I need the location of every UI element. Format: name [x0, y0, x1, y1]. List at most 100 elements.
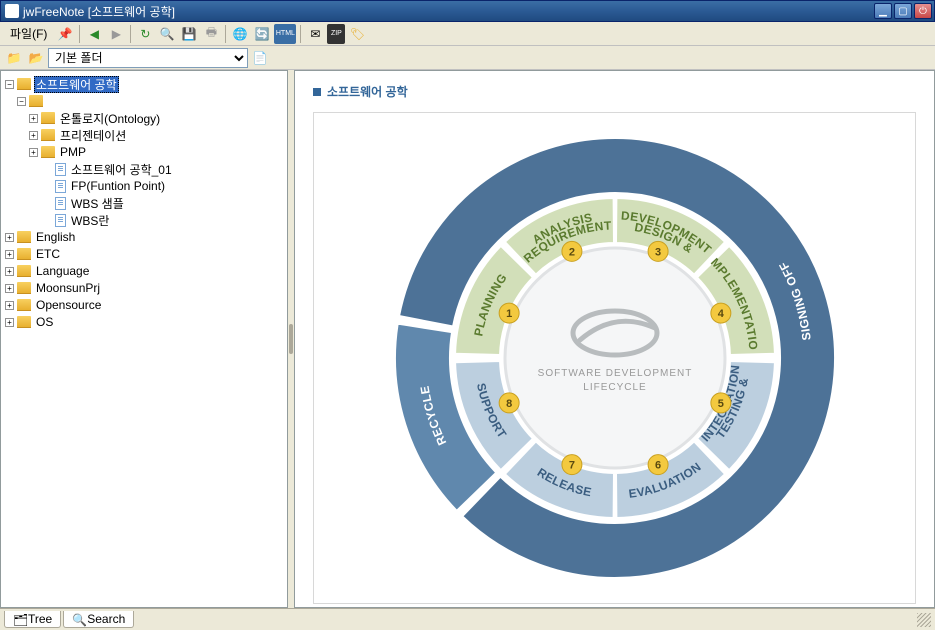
refresh-icon[interactable]: ↻ [135, 24, 155, 44]
svg-text:2: 2 [568, 246, 574, 258]
expander-icon[interactable]: + [5, 233, 14, 242]
folder-icon [17, 299, 31, 311]
document-icon [55, 163, 66, 176]
tree-label: ETC [34, 247, 62, 261]
folder-icon [29, 95, 43, 107]
tree-item[interactable]: FP(Funtion Point) [3, 178, 285, 194]
app-icon [5, 4, 19, 18]
document-icon [55, 197, 66, 210]
tree-label: FP(Funtion Point) [69, 179, 167, 193]
svg-text:3: 3 [655, 246, 661, 258]
svg-text:7: 7 [568, 460, 574, 472]
folder-list-icon[interactable]: 📂 [26, 48, 46, 68]
folder-go-icon[interactable]: 📄 [250, 48, 270, 68]
main: − 소프트웨어 공학 − + 온톨로지(Ontology) + 프리젠테이션 + PM… [0, 70, 935, 608]
tree-label: Language [34, 264, 91, 278]
expander-icon[interactable]: + [5, 318, 14, 327]
search-icon: 🔍 [72, 613, 84, 625]
pin-icon[interactable]: 📌 [55, 24, 75, 44]
expander-icon[interactable]: + [5, 250, 14, 259]
tree-item[interactable]: + 프리젠테이션 [3, 127, 285, 143]
tab-tree-label: Tree [28, 612, 52, 626]
bottombar: 🗂 Tree 🔍 Search [0, 608, 935, 630]
tree-item[interactable]: + Language [3, 263, 285, 279]
expander-icon[interactable]: + [29, 114, 38, 123]
content-title: 소프트웨어 공학 [313, 83, 916, 100]
tree-item[interactable]: 소프트웨어 공학_01 [3, 161, 285, 177]
tree-item[interactable]: WBS 샘플 [3, 195, 285, 211]
tree-item[interactable]: − [3, 93, 285, 109]
font-icon[interactable]: 🔄 [252, 24, 272, 44]
tree-root[interactable]: − 소프트웨어 공학 [3, 76, 285, 92]
tree-root-label: 소프트웨어 공학 [34, 76, 119, 93]
svg-text:LIFECYCLE: LIFECYCLE [583, 382, 646, 393]
search-icon[interactable]: 🔍 [157, 24, 177, 44]
sdlc-diagram: INITIAL PLANNINGSPEC ANALYSISDESIGN &INI… [390, 133, 840, 583]
zip-icon[interactable]: ZIP [327, 24, 345, 44]
svg-text:SOFTWARE DEVELOPMENT: SOFTWARE DEVELOPMENT [537, 368, 692, 379]
diagram-box: INITIAL PLANNINGSPEC ANALYSISDESIGN &INI… [313, 112, 916, 604]
close-button[interactable]: ⏻ [914, 3, 932, 19]
folder-icon [17, 316, 31, 328]
tree-label: English [34, 230, 77, 244]
maximize-button[interactable]: ▢ [894, 3, 912, 19]
tree-label: 소프트웨어 공학_01 [69, 161, 174, 178]
expander-icon[interactable]: + [5, 284, 14, 293]
tag-icon[interactable]: 🏷 [347, 24, 367, 44]
expander-icon[interactable]: − [17, 97, 26, 106]
title-bullet-icon [313, 88, 321, 96]
folder-tree-icon[interactable]: 📁 [4, 48, 24, 68]
window-title: jwFreeNote [소프트웨어 공학] [23, 3, 874, 20]
folder-icon [17, 248, 31, 260]
mail-icon[interactable]: ✉ [305, 24, 325, 44]
tree-item[interactable]: + English [3, 229, 285, 245]
expander-icon[interactable]: + [29, 148, 38, 157]
folder-icon [17, 265, 31, 277]
expander-icon[interactable]: + [5, 267, 14, 276]
tree-label: PMP [58, 145, 88, 159]
forward-button[interactable]: ▶ [106, 24, 126, 44]
tree-label: 온톨로지(Ontology) [58, 110, 162, 127]
tree-item[interactable]: + ETC [3, 246, 285, 262]
folder-select[interactable]: 기본 폴더 [48, 48, 248, 68]
tab-search-label: Search [87, 612, 125, 626]
svg-text:5: 5 [717, 398, 723, 410]
svg-text:6: 6 [655, 460, 661, 472]
folder-icon [41, 129, 55, 141]
expander-icon[interactable]: + [29, 131, 38, 140]
resize-grip[interactable] [917, 613, 931, 627]
folder-icon [41, 112, 55, 124]
folder-icon [41, 146, 55, 158]
html-icon[interactable]: HTML [274, 24, 296, 44]
print-icon[interactable]: 🖶 [201, 24, 221, 44]
folder-icon [17, 282, 31, 294]
document-icon [55, 214, 66, 227]
tree-item[interactable]: +OS [3, 314, 285, 330]
menu-file[interactable]: 파일(F) [4, 23, 53, 44]
folder-icon [17, 78, 31, 90]
expander-icon[interactable]: + [5, 301, 14, 310]
content-title-text: 소프트웨어 공학 [327, 83, 408, 100]
minimize-button[interactable]: ▁ [874, 3, 892, 19]
tree-item[interactable]: + Opensource [3, 297, 285, 313]
tree: − 소프트웨어 공학 − + 온톨로지(Ontology) + 프리젠테이션 + PM… [1, 71, 287, 335]
expander-icon[interactable]: − [5, 80, 14, 89]
folder-icon [17, 231, 31, 243]
tree-label: 프리젠테이션 [58, 127, 128, 144]
tab-search[interactable]: 🔍 Search [63, 611, 134, 628]
back-button[interactable]: ◀ [84, 24, 104, 44]
svg-text:1: 1 [506, 308, 512, 320]
browser-icon[interactable]: 🌐 [230, 24, 250, 44]
tree-item[interactable]: + PMP [3, 144, 285, 160]
svg-text:4: 4 [717, 308, 724, 320]
tree-item[interactable]: + 온톨로지(Ontology) [3, 110, 285, 126]
save-icon[interactable]: 💾 [179, 24, 199, 44]
tab-tree[interactable]: 🗂 Tree [4, 611, 61, 628]
tree-label: MoonsunPrj [34, 281, 102, 295]
tree-label: Opensource [34, 298, 103, 312]
tree-item[interactable]: + MoonsunPrj [3, 280, 285, 296]
menubar: 파일(F) 📌 ◀ ▶ ↻ 🔍 💾 🖶 🌐 🔄 HTML ✉ ZIP 🏷 [0, 22, 935, 46]
tree-label: WBS란 [69, 212, 111, 229]
content: 소프트웨어 공학 INITIAL PLANNINGSPEC ANALYSISDE… [294, 70, 935, 608]
tree-item[interactable]: WBS란 [3, 212, 285, 228]
